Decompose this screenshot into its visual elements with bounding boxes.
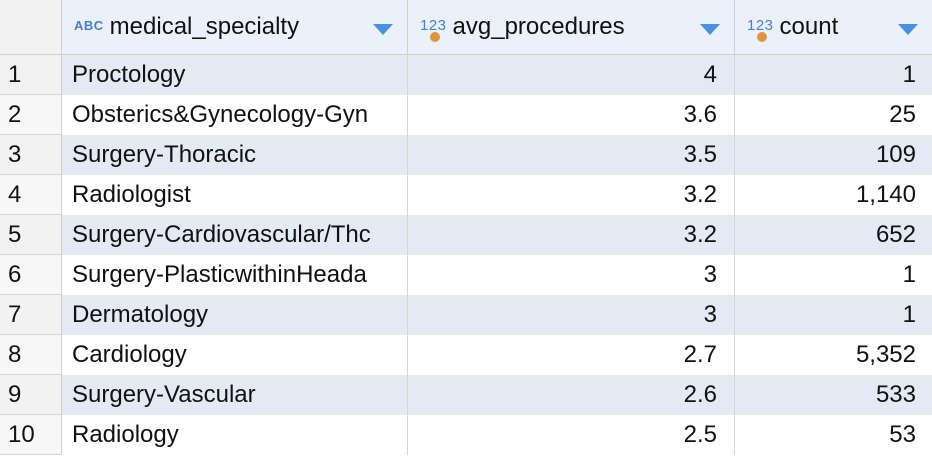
cell-avg-procedures[interactable]: 3 (408, 295, 735, 335)
cell-avg-procedures[interactable]: 3.2 (408, 175, 735, 215)
computed-column-dot-icon (757, 32, 767, 42)
cell-medical-specialty[interactable]: Proctology (62, 55, 408, 95)
table-row[interactable]: 6 Surgery-PlasticwithinHeada 3 1 (0, 255, 932, 295)
cell-avg-procedures[interactable]: 3.5 (408, 135, 735, 175)
row-number[interactable]: 5 (0, 215, 62, 255)
row-number[interactable]: 3 (0, 135, 62, 175)
cell-count[interactable]: 1,140 (735, 175, 932, 215)
column-label: count (779, 13, 839, 40)
grid-body: 1 Proctology 4 1 2 Obsterics&Gynecology-… (0, 55, 932, 455)
cell-avg-procedures[interactable]: 3 (408, 255, 735, 295)
table-row[interactable]: 9 Surgery-Vascular 2.6 533 (0, 375, 932, 415)
cell-count[interactable]: 53 (735, 415, 932, 455)
column-header-medical-specialty[interactable]: ABC medical_specialty (62, 0, 408, 54)
cell-avg-procedures[interactable]: 2.7 (408, 335, 735, 375)
cell-medical-specialty[interactable]: Cardiology (62, 335, 408, 375)
grid-corner[interactable] (0, 0, 62, 54)
sort-dropdown-icon[interactable] (373, 24, 393, 35)
cell-avg-procedures[interactable]: 2.5 (408, 415, 735, 455)
table-row[interactable]: 2 Obsterics&Gynecology-Gyn 3.6 25 (0, 95, 932, 135)
cell-medical-specialty[interactable]: Dermatology (62, 295, 408, 335)
table-row[interactable]: 5 Surgery-Cardiovascular/Thc 3.2 652 (0, 215, 932, 255)
cell-avg-procedures[interactable]: 2.6 (408, 375, 735, 415)
cell-count[interactable]: 1 (735, 255, 932, 295)
cell-count[interactable]: 5,352 (735, 335, 932, 375)
table-row[interactable]: 4 Radiologist 3.2 1,140 (0, 175, 932, 215)
row-number[interactable]: 7 (0, 295, 62, 335)
row-number[interactable]: 8 (0, 335, 62, 375)
row-number[interactable]: 4 (0, 175, 62, 215)
sort-dropdown-icon[interactable] (898, 24, 918, 35)
row-number[interactable]: 10 (0, 415, 62, 455)
table-row[interactable]: 3 Surgery-Thoracic 3.5 109 (0, 135, 932, 175)
cell-medical-specialty[interactable]: Surgery-PlasticwithinHeada (62, 255, 408, 295)
numeric-type-icon: 123 (420, 16, 447, 34)
cell-avg-procedures[interactable]: 4 (408, 55, 735, 95)
cell-avg-procedures[interactable]: 3.2 (408, 215, 735, 255)
row-number[interactable]: 6 (0, 255, 62, 295)
table-row[interactable]: 10 Radiology 2.5 53 (0, 415, 932, 455)
cell-count[interactable]: 1 (735, 55, 932, 95)
table-row[interactable]: 1 Proctology 4 1 (0, 55, 932, 95)
column-label: medical_specialty (109, 13, 300, 40)
cell-medical-specialty[interactable]: Surgery-Vascular (62, 375, 408, 415)
computed-column-dot-icon (430, 32, 440, 42)
cell-count[interactable]: 1 (735, 295, 932, 335)
cell-count[interactable]: 652 (735, 215, 932, 255)
cell-count[interactable]: 533 (735, 375, 932, 415)
table-row[interactable]: 8 Cardiology 2.7 5,352 (0, 335, 932, 375)
column-header-count[interactable]: 123 count (735, 0, 932, 54)
cell-avg-procedures[interactable]: 3.6 (408, 95, 735, 135)
column-label: avg_procedures (452, 13, 625, 40)
row-number[interactable]: 2 (0, 95, 62, 135)
grid-header: ABC medical_specialty 123 avg_procedures… (0, 0, 932, 55)
cell-medical-specialty[interactable]: Radiology (62, 415, 408, 455)
numeric-type-icon: 123 (747, 16, 774, 34)
cell-count[interactable]: 109 (735, 135, 932, 175)
sort-dropdown-icon[interactable] (700, 24, 720, 35)
cell-medical-specialty[interactable]: Surgery-Thoracic (62, 135, 408, 175)
text-type-icon: ABC (74, 17, 104, 33)
table-row[interactable]: 7 Dermatology 3 1 (0, 295, 932, 335)
cell-count[interactable]: 25 (735, 95, 932, 135)
row-number[interactable]: 9 (0, 375, 62, 415)
row-number[interactable]: 1 (0, 55, 62, 95)
column-header-avg-procedures[interactable]: 123 avg_procedures (408, 0, 735, 54)
cell-medical-specialty[interactable]: Surgery-Cardiovascular/Thc (62, 215, 408, 255)
cell-medical-specialty[interactable]: Radiologist (62, 175, 408, 215)
cell-medical-specialty[interactable]: Obsterics&Gynecology-Gyn (62, 95, 408, 135)
